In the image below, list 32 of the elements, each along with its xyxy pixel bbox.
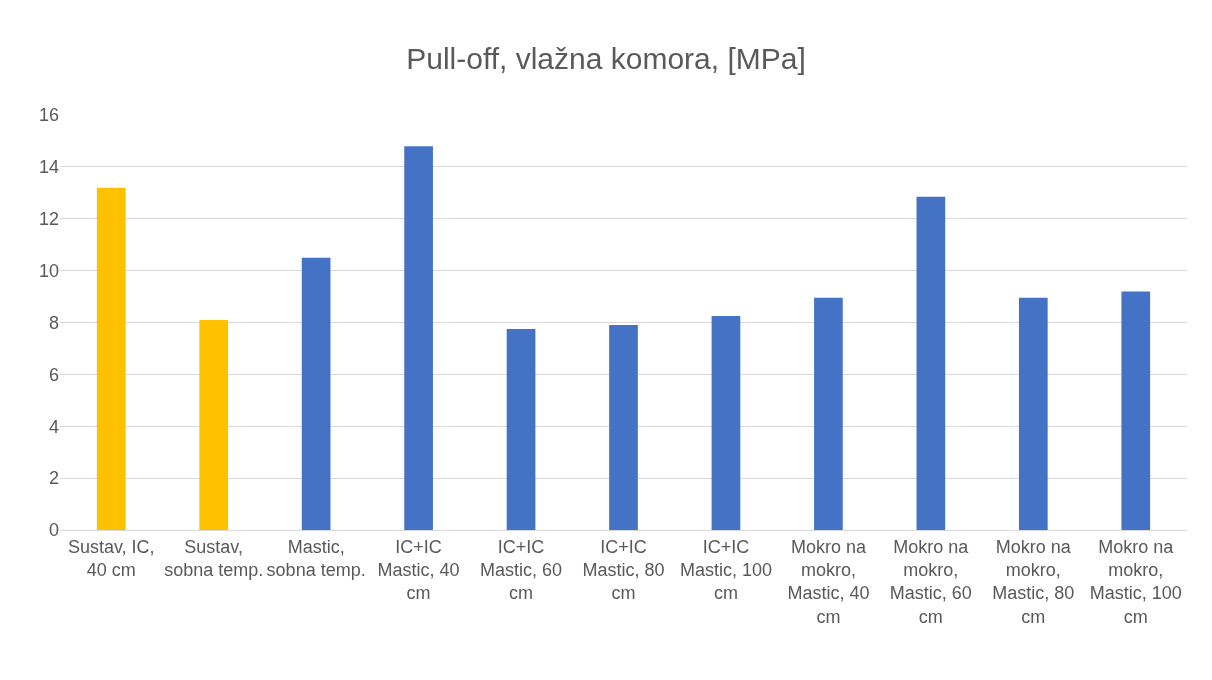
- y-tick-label: 6: [48, 364, 59, 385]
- bar: [916, 196, 946, 530]
- x-tick-label: IC+IC Mastic, 100 cm: [679, 536, 772, 604]
- bar: [301, 257, 331, 530]
- bar: [199, 319, 229, 530]
- y-tick-label: 10: [38, 260, 59, 281]
- x-tick-label: Mokro na mokro, Mastic, 80 cm: [992, 536, 1075, 627]
- x-tick-label: Sustav, sobna temp.: [164, 536, 264, 580]
- x-tick-label: Mokro na mokro, Mastic, 100 cm: [1089, 536, 1182, 627]
- y-tick-label: 16: [38, 105, 59, 126]
- x-tick-label: Sustav, IC, 40 cm: [67, 536, 155, 580]
- y-tick-label: 8: [48, 312, 59, 333]
- x-tick-label: Mastic, sobna temp.: [266, 536, 366, 580]
- bar: [1121, 291, 1151, 530]
- y-tick-label: 0: [48, 520, 59, 541]
- x-tick-label: IC+IC Mastic, 80 cm: [582, 536, 665, 604]
- x-tick-label: IC+IC Mastic, 60 cm: [480, 536, 563, 604]
- bar: [506, 328, 536, 530]
- x-tick-label: IC+IC Mastic, 40 cm: [377, 536, 460, 604]
- y-tick-label: 14: [38, 157, 59, 178]
- y-tick-label: 12: [38, 209, 59, 230]
- bar: [96, 187, 126, 530]
- x-tick-label: Mokro na mokro, Mastic, 60 cm: [889, 536, 972, 627]
- bar: [609, 325, 638, 530]
- bar: [404, 146, 433, 530]
- y-tick-label: 2: [48, 468, 59, 489]
- y-tick-label: 4: [48, 416, 59, 437]
- bar: [1018, 297, 1048, 530]
- x-tick-label: Mokro na mokro, Mastic, 40 cm: [787, 536, 870, 627]
- chart-title: Pull-off, vlažna komora, [MPa]: [406, 41, 806, 75]
- bar: [711, 316, 741, 530]
- bar: [814, 297, 843, 530]
